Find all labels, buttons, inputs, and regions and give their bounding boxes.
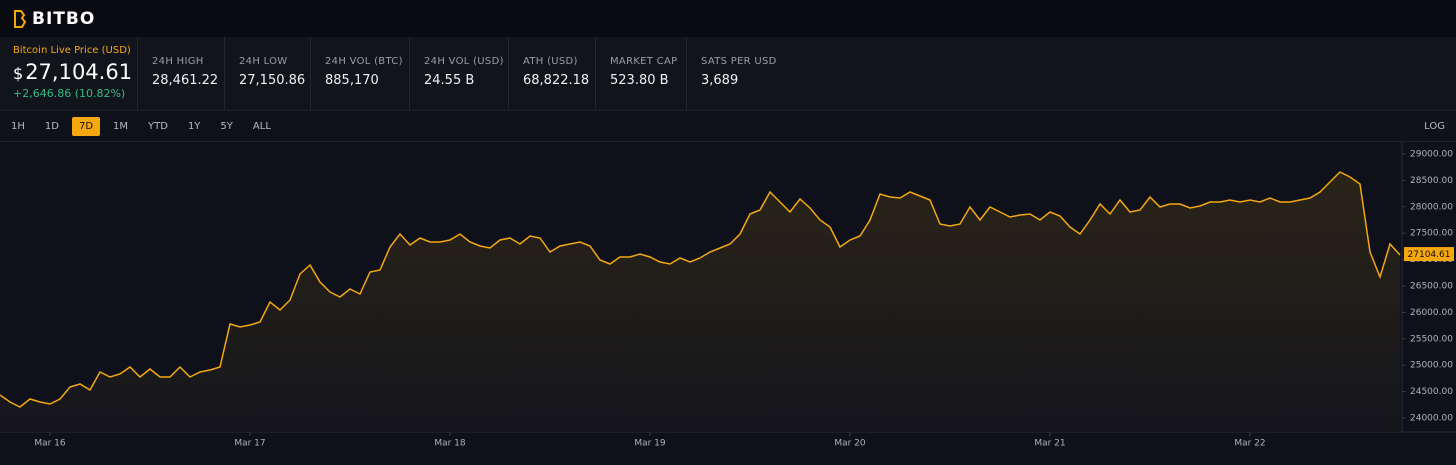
y-tick-label: 26500.00 — [1410, 281, 1453, 291]
stat: 24H LOW 27,150.86 — [224, 37, 310, 110]
stat-label: 24H LOW — [239, 56, 288, 67]
stat-label: ATH (USD) — [523, 56, 578, 67]
x-tick-label: Mar 16 — [34, 439, 66, 449]
y-tick-label: 24000.00 — [1410, 414, 1453, 424]
price-row: $27,104.61 — [13, 60, 137, 84]
price-line — [0, 171, 1401, 408]
stat-value: 27,150.86 — [239, 73, 306, 88]
range-button[interactable]: 5Y — [220, 120, 233, 132]
stat: 24H VOL (USD) 24.55 B — [409, 37, 508, 110]
stat-value: 3,689 — [701, 73, 739, 88]
range-button[interactable]: 1H — [11, 120, 25, 132]
y-tick-label: 24500.00 — [1410, 387, 1453, 397]
currency: $ — [13, 64, 24, 83]
stat-value: 885,170 — [325, 73, 379, 88]
price-change: +2,646.86 (10.82%) — [13, 87, 126, 100]
x-tick-label: Mar 20 — [834, 439, 866, 449]
range-button[interactable]: 7D — [71, 116, 101, 136]
x-tick-label: Mar 19 — [634, 439, 666, 449]
y-tick-label: 28500.00 — [1410, 176, 1453, 186]
stat-label: 24H VOL (USD) — [424, 56, 504, 67]
price-value: 27,104.61 — [25, 60, 133, 84]
stat-label: 24H VOL (BTC) — [325, 56, 403, 67]
range-button[interactable]: 1M — [113, 120, 129, 132]
stat: SATS PER USD 3,689 — [686, 37, 796, 110]
stat-value: 24.55 B — [424, 73, 475, 88]
logo-icon — [14, 9, 26, 28]
y-tick-label: 29000.00 — [1410, 149, 1453, 159]
price-box: Bitcoin Live Price (USD) $27,104.61 +2,6… — [0, 37, 137, 110]
stat: MARKET CAP 523.80 B — [595, 37, 686, 110]
stat: 24H HIGH 28,461.22 — [137, 37, 224, 110]
y-tick-label: 27500.00 — [1410, 229, 1453, 239]
last-price-label: 27104.61 — [1408, 250, 1451, 260]
x-tick-label: Mar 18 — [434, 439, 466, 449]
stat: 24H VOL (BTC) 885,170 — [310, 37, 409, 110]
stat-value: 523.80 B — [610, 73, 669, 88]
range-button[interactable]: 1Y — [187, 120, 201, 132]
chart: 24000.00 24500.00 25000.00 25500.00 26000.00… — [0, 142, 1456, 449]
logo[interactable]: BITBO — [32, 8, 96, 29]
y-tick-label: 28000.00 — [1410, 202, 1453, 212]
x-tick-label: Mar 17 — [234, 439, 265, 449]
area-fill — [0, 172, 1400, 432]
stat: ATH (USD) 68,822.18 — [508, 37, 595, 110]
range-button[interactable]: ALL — [252, 120, 271, 132]
stat-value: 68,822.18 — [523, 73, 590, 88]
y-tick-label: 26000.00 — [1410, 308, 1453, 318]
stat-label: MARKET CAP — [610, 56, 678, 67]
range-bar: 1H 1D 7D 1M YTD 1Y 5Y ALL LOG — [0, 111, 1456, 142]
stats-bar: Bitcoin Live Price (USD) $27,104.61 +2,6… — [0, 37, 1456, 111]
log-toggle[interactable]: LOG — [1424, 120, 1445, 132]
range-button[interactable]: 1D — [44, 120, 59, 132]
x-tick-label: Mar 22 — [1234, 439, 1265, 449]
top-bar: BITBO — [0, 0, 1456, 37]
y-tick-label: 25000.00 — [1410, 361, 1453, 371]
last-price-box — [1404, 247, 1454, 262]
price-label: Bitcoin Live Price (USD) — [13, 45, 131, 56]
range-button[interactable]: YTD — [148, 120, 168, 132]
x-tick-label: Mar 21 — [1034, 439, 1065, 449]
y-tick-label: 25500.00 — [1410, 334, 1453, 344]
stat-value: 28,461.22 — [152, 73, 219, 88]
stat-label: SATS PER USD — [701, 56, 777, 67]
stat-label: 24H HIGH — [152, 56, 204, 67]
